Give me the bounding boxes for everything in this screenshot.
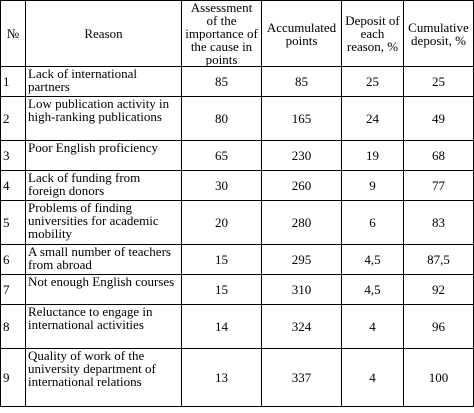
row-number: 8 (0, 304, 26, 349)
row-deposit: 19 (341, 140, 404, 171)
row-accumulated: 310 (261, 274, 342, 305)
table-row: 6 A small number of teachers from abroad… (0, 244, 474, 275)
row-deposit: 24 (341, 96, 404, 141)
row-assessment: 30 (181, 170, 262, 201)
row-reason: Lack of funding from foreign donors (25, 170, 182, 201)
table-row: 7 Not enough English courses 15 310 4,5 … (0, 274, 474, 305)
header-assessment: Assessment of the importance of the caus… (181, 0, 262, 67)
row-number: 2 (0, 96, 26, 141)
row-accumulated: 260 (261, 170, 342, 201)
row-deposit: 4 (341, 304, 404, 349)
row-accumulated: 85 (261, 66, 342, 97)
row-number: 6 (0, 244, 26, 275)
table-row: 2 Low publication activity in high-ranki… (0, 96, 474, 141)
header-deposit: Deposit of each reason, % (341, 0, 404, 67)
table-row: 5 Problems of finding universities for a… (0, 200, 474, 245)
row-assessment: 14 (181, 304, 262, 349)
table-row: 4 Lack of funding from foreign donors 30… (0, 170, 474, 201)
row-assessment: 15 (181, 274, 262, 305)
row-deposit: 4,5 (341, 244, 404, 275)
row-cumulative: 87,5 (403, 244, 474, 275)
row-cumulative: 96 (403, 304, 474, 349)
row-reason: Quality of work of the university depart… (25, 348, 182, 407)
row-cumulative: 68 (403, 140, 474, 171)
row-deposit: 4,5 (341, 274, 404, 305)
header-cumulative: Cumulative deposit, % (403, 0, 474, 67)
header-row: № Reason Assessment of the importance of… (0, 0, 474, 67)
row-accumulated: 324 (261, 304, 342, 349)
row-assessment: 65 (181, 140, 262, 171)
row-cumulative: 25 (403, 66, 474, 97)
row-assessment: 15 (181, 244, 262, 275)
row-reason: Reluctance to engage in international ac… (25, 304, 182, 349)
row-reason: Low publication activity in high-ranking… (25, 96, 182, 141)
row-deposit: 4 (341, 348, 404, 407)
row-reason: Poor English proficiency (25, 140, 182, 171)
row-reason: Lack of international partners (25, 66, 182, 97)
row-assessment: 80 (181, 96, 262, 141)
row-deposit: 6 (341, 200, 404, 245)
header-accumulated: Accumulated points (261, 0, 342, 67)
row-reason: A small number of teachers from abroad (25, 244, 182, 275)
header-reason: Reason (25, 0, 182, 67)
row-deposit: 9 (341, 170, 404, 201)
row-reason: Not enough English courses (25, 274, 182, 305)
row-number: 1 (0, 66, 26, 97)
row-number: 3 (0, 140, 26, 171)
row-cumulative: 92 (403, 274, 474, 305)
table-row: 3 Poor English proficiency 65 230 19 68 (0, 140, 474, 171)
header-number: № (0, 0, 26, 67)
table-row: 1 Lack of international partners 85 85 2… (0, 66, 474, 97)
row-assessment: 85 (181, 66, 262, 97)
row-accumulated: 230 (261, 140, 342, 171)
table-row: 9 Quality of work of the university depa… (0, 348, 474, 407)
row-cumulative: 77 (403, 170, 474, 201)
row-cumulative: 100 (403, 348, 474, 407)
row-number: 4 (0, 170, 26, 201)
row-number: 9 (0, 348, 26, 407)
table-row: 8 Reluctance to engage in international … (0, 304, 474, 349)
row-cumulative: 83 (403, 200, 474, 245)
row-assessment: 13 (181, 348, 262, 407)
row-cumulative: 49 (403, 96, 474, 141)
row-accumulated: 280 (261, 200, 342, 245)
row-accumulated: 165 (261, 96, 342, 141)
row-deposit: 25 (341, 66, 404, 97)
row-accumulated: 337 (261, 348, 342, 407)
row-number: 7 (0, 274, 26, 305)
row-assessment: 20 (181, 200, 262, 245)
row-accumulated: 295 (261, 244, 342, 275)
row-number: 5 (0, 200, 26, 245)
row-reason: Problems of finding universities for aca… (25, 200, 182, 245)
